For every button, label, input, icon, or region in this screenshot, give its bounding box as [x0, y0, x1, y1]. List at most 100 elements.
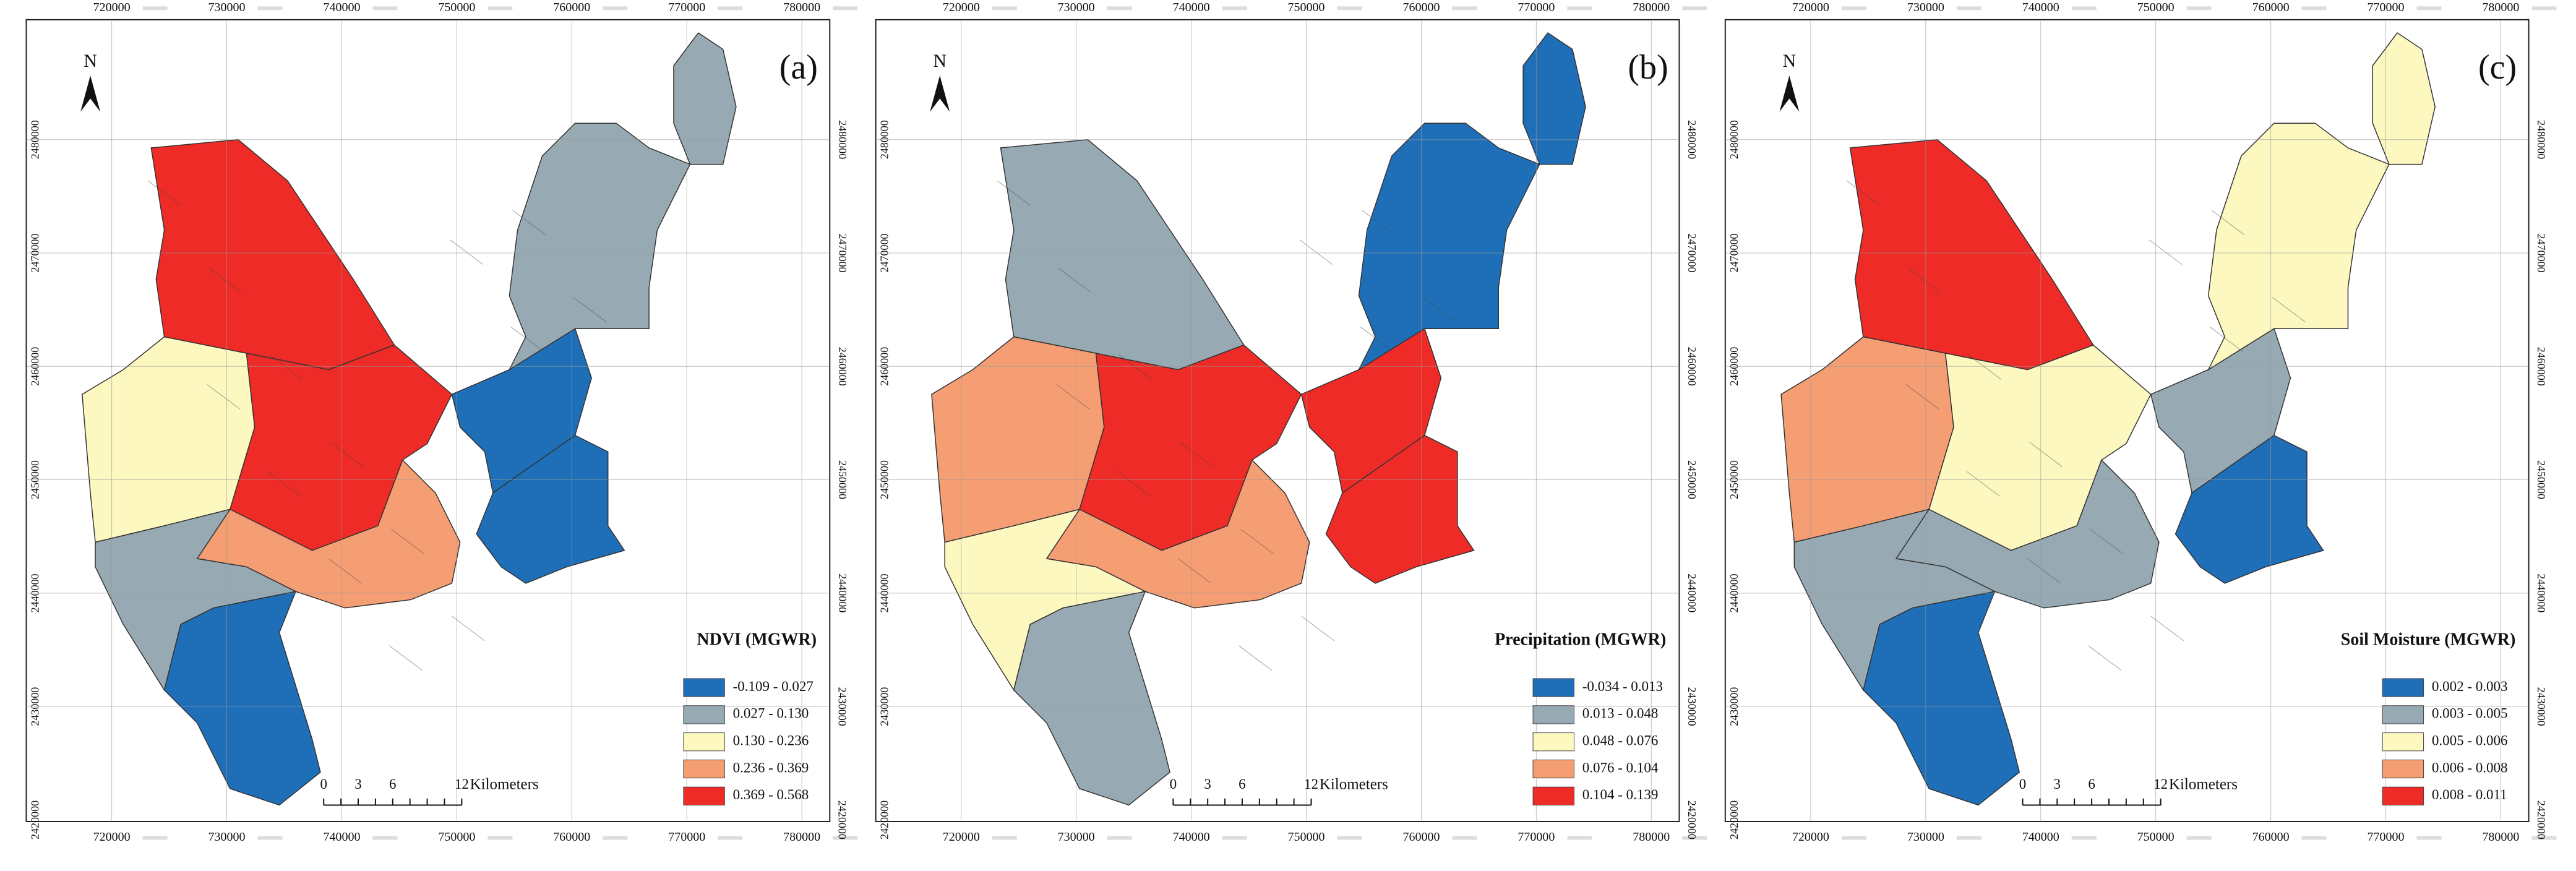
panel-label: (b)	[1628, 48, 1668, 87]
y-tick-label: 2460000	[836, 347, 849, 386]
y-tick-label: 2420000	[1728, 800, 1740, 839]
x-tick-label: 750000	[1288, 1, 1325, 14]
y-tick-label: 2440000	[836, 573, 849, 612]
district-boundary	[1058, 267, 1091, 293]
y-tick-label: 2430000	[836, 687, 849, 726]
y-tick-label: 2440000	[1728, 573, 1740, 612]
tick-dash	[718, 6, 743, 11]
district-boundary	[1179, 442, 1213, 467]
scale-label: 0	[2019, 776, 2027, 792]
district-boundary	[2210, 327, 2243, 352]
map-region	[1863, 591, 2020, 806]
y-tick-label: 2480000	[1686, 120, 1698, 159]
legend-swatch	[683, 678, 725, 697]
district-boundary	[1239, 645, 1273, 671]
tick-dash	[992, 6, 1017, 11]
tick-dash	[1567, 6, 1592, 11]
y-tick-label: 2440000	[29, 573, 41, 612]
legend-label: -0.109 - 0.027	[733, 679, 814, 694]
legend-label: 0.006 - 0.008	[2432, 760, 2508, 775]
y-tick-label: 2470000	[1686, 234, 1698, 273]
legend-label: 0.236 - 0.369	[733, 760, 809, 775]
x-tick-label: 720000	[943, 830, 980, 844]
x-tick-label: 770000	[1518, 830, 1555, 844]
y-tick-label: 2430000	[29, 687, 41, 726]
x-tick-label: 750000	[2137, 1, 2175, 14]
x-tick-label: 730000	[1907, 1, 1944, 14]
legend-title: Soil Moisture (MGWR)	[2341, 630, 2516, 649]
district-boundary	[1178, 558, 1211, 584]
x-tick-label: 730000	[1907, 830, 1944, 844]
x-tick-label: 760000	[2252, 1, 2290, 14]
map-region	[476, 434, 625, 584]
y-tick-label: 2470000	[29, 234, 41, 273]
legend-title: Precipitation (MGWR)	[1495, 630, 1666, 649]
scale-label: 12	[455, 776, 469, 792]
map-region	[1357, 122, 1540, 371]
district-boundary	[2088, 645, 2122, 671]
y-tick-label: 2450000	[878, 460, 891, 499]
north-label: N	[84, 51, 97, 71]
x-tick-label: 750000	[1288, 830, 1325, 844]
scale-label: 3	[354, 776, 362, 792]
x-tick-label: 770000	[2368, 1, 2405, 14]
y-tick-label: 2480000	[29, 120, 41, 159]
x-tick-label: 720000	[1792, 830, 1829, 844]
tick-dash	[2301, 836, 2327, 840]
legend-swatch	[683, 786, 725, 805]
y-tick-label: 2440000	[2535, 573, 2548, 612]
tick-dash	[257, 836, 283, 840]
tick-dash	[2416, 6, 2442, 11]
tick-dash	[2071, 836, 2097, 840]
district-boundary	[208, 267, 242, 293]
tick-dash	[1452, 6, 1477, 11]
y-tick-label: 2430000	[1686, 687, 1698, 726]
district-boundary	[1240, 528, 1274, 554]
tick-dash	[2186, 6, 2212, 11]
tick-dash	[1682, 836, 1707, 840]
legend-swatch	[1532, 759, 1574, 779]
y-tick-label: 2460000	[1686, 347, 1698, 386]
y-tick-label: 2420000	[836, 800, 849, 839]
legend-swatch	[2382, 732, 2424, 752]
legend-swatch	[1532, 678, 1574, 697]
x-tick-label: 740000	[2022, 1, 2059, 14]
north-label: N	[1783, 51, 1797, 71]
tick-dash	[1107, 836, 1132, 840]
legend-label: 0.076 - 0.104	[1582, 760, 1659, 775]
tick-dash	[142, 836, 168, 840]
district-boundary	[330, 442, 364, 467]
y-tick-label: 2460000	[2535, 347, 2548, 386]
x-tick-label: 760000	[2252, 830, 2290, 844]
x-tick-label: 780000	[783, 830, 820, 844]
tick-dash	[833, 6, 858, 11]
scale-label: 12	[2153, 776, 2168, 792]
y-tick-label: 2420000	[29, 800, 41, 839]
district-boundary	[2150, 616, 2184, 641]
legend-swatch	[683, 705, 725, 724]
district-boundary	[2272, 297, 2306, 322]
tick-dash	[718, 836, 743, 840]
scale-label: 12	[1304, 776, 1318, 792]
x-tick-label: 770000	[1518, 1, 1555, 14]
tick-dash	[2301, 6, 2327, 11]
x-tick-label: 780000	[1633, 830, 1670, 844]
map-region	[1522, 32, 1586, 165]
district-boundary	[2027, 558, 2061, 584]
x-tick-label: 720000	[943, 1, 980, 14]
x-tick-label: 760000	[1402, 1, 1440, 14]
y-tick-label: 2470000	[1728, 234, 1740, 273]
y-tick-label: 2450000	[2535, 460, 2548, 499]
y-tick-label: 2450000	[29, 460, 41, 499]
tick-dash	[1841, 836, 1866, 840]
tick-dash	[2071, 6, 2097, 11]
y-tick-label: 2420000	[878, 800, 891, 839]
district-boundary	[1966, 471, 2000, 497]
y-tick-label: 2420000	[2535, 800, 2548, 839]
y-tick-label: 2480000	[1728, 120, 1740, 159]
tick-dash	[603, 836, 628, 840]
x-tick-label: 740000	[323, 1, 360, 14]
tick-dash	[1567, 836, 1592, 840]
legend-swatch	[1532, 786, 1574, 805]
